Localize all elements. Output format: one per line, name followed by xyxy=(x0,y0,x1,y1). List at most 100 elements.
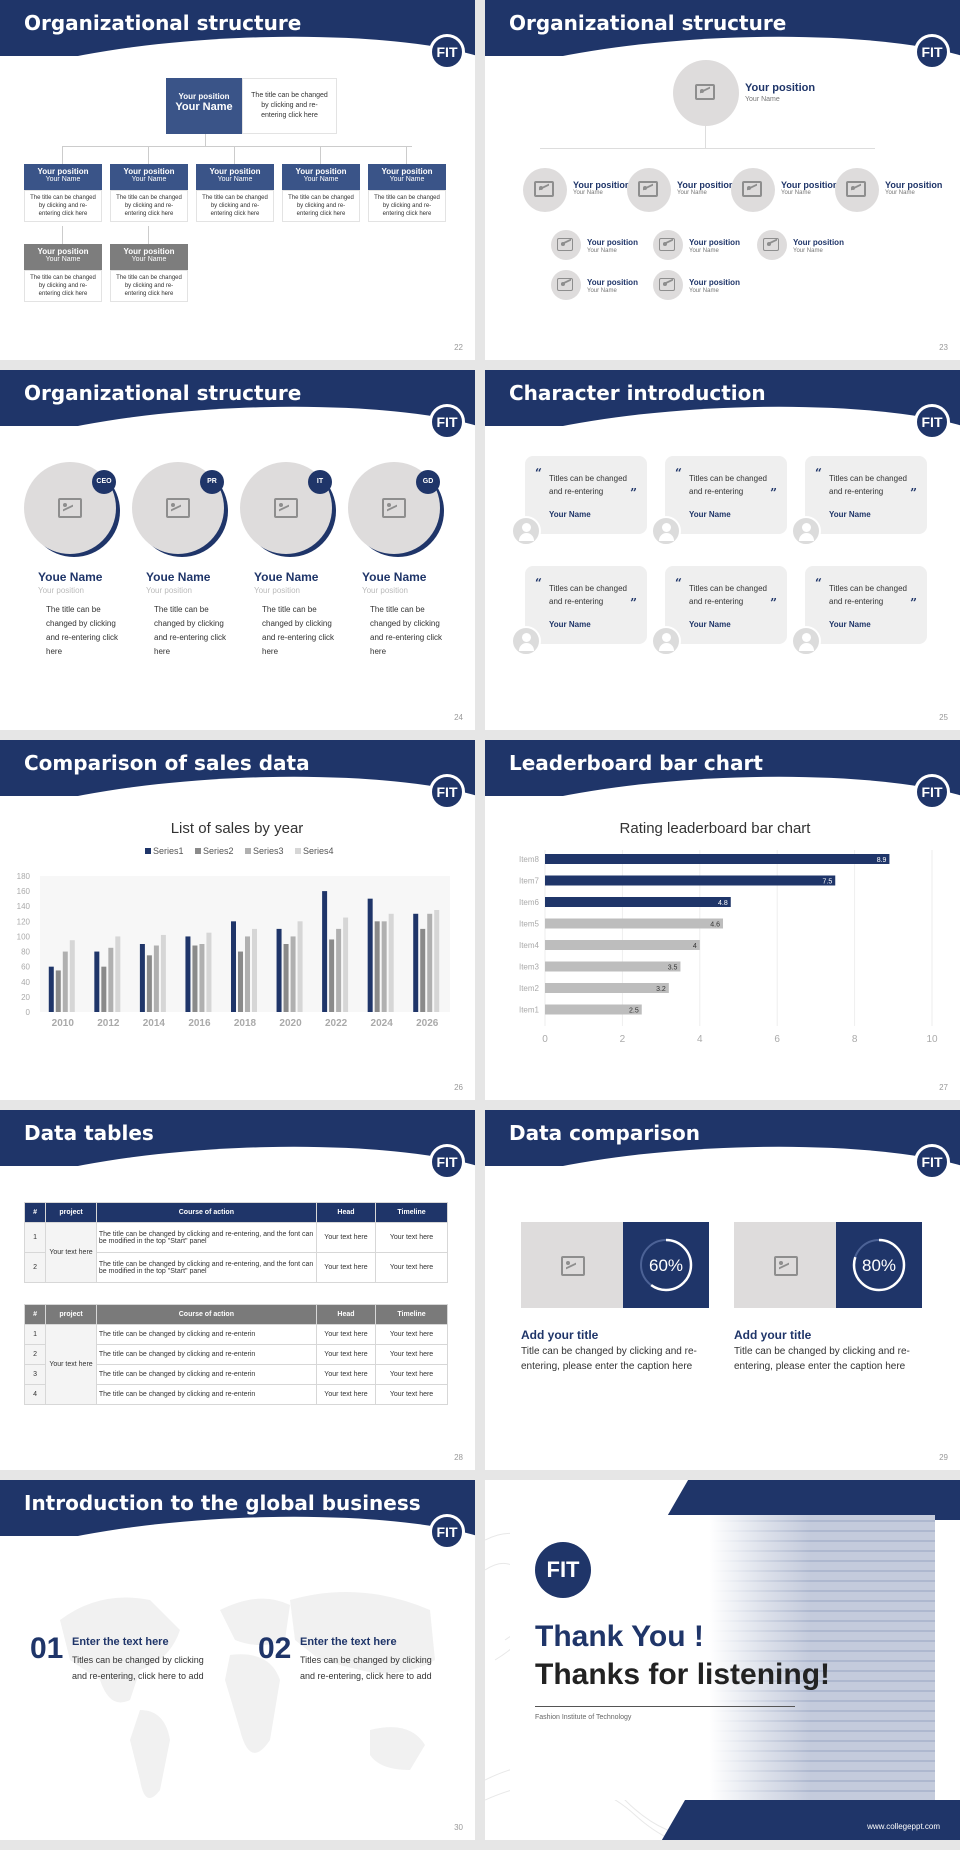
slide-28: Data tables FIT # project Course of action… xyxy=(0,1110,475,1470)
bar xyxy=(101,966,107,1012)
bar xyxy=(153,945,159,1012)
role-badge: CEO xyxy=(92,470,116,494)
character-card[interactable]: “ ” Titles can be changed and re-entering Y… xyxy=(805,566,927,644)
connector-line xyxy=(62,146,63,164)
building-photo xyxy=(710,1515,935,1800)
website-link[interactable]: www.collegeppt.com xyxy=(867,1822,940,1831)
bar xyxy=(545,961,681,972)
character-card[interactable]: “ ” Titles can be changed and re-entering Y… xyxy=(665,456,787,534)
photo-placeholder[interactable] xyxy=(627,168,671,212)
node-position: Your position xyxy=(587,238,638,247)
fit-logo: FIT xyxy=(429,404,465,440)
image-placeholder[interactable] xyxy=(734,1222,836,1308)
quote-close-icon: ” xyxy=(910,596,917,610)
top-name: Your Name xyxy=(175,101,233,113)
project-cell: Your text here xyxy=(45,1324,97,1405)
photo-placeholder-small[interactable] xyxy=(551,270,581,300)
y-tick-label: Item8 xyxy=(519,855,540,864)
node-name: Your Name xyxy=(587,248,617,254)
quote-close-icon: ” xyxy=(630,596,637,610)
bar xyxy=(427,913,433,1012)
profile-name: Youe Name xyxy=(146,570,211,584)
title-bar xyxy=(485,1110,960,1166)
row-number: 2 xyxy=(23,1344,47,1365)
character-card[interactable]: “ ” Titles can be changed and re-entering Y… xyxy=(525,456,647,534)
quote-close-icon: ” xyxy=(630,486,637,500)
progress-ring xyxy=(639,1238,693,1292)
column-header: # xyxy=(23,1202,47,1223)
top-photo-placeholder[interactable] xyxy=(673,60,739,126)
corner-accent-top xyxy=(665,1480,960,1520)
photo-placeholder-small[interactable] xyxy=(653,270,683,300)
title-bar xyxy=(485,370,960,426)
y-tick-label: Item7 xyxy=(519,877,540,886)
x-tick-label: 2026 xyxy=(416,1018,439,1029)
y-tick-label: Item1 xyxy=(519,1006,540,1015)
slide-title: Data comparison xyxy=(509,1121,700,1145)
org-box[interactable]: Your position Your Name xyxy=(196,164,274,190)
fit-logo: FIT xyxy=(429,34,465,70)
card-caption: Title can be changed by clicking and re-… xyxy=(521,1346,697,1372)
quote-open-icon: “ xyxy=(675,466,682,480)
org-box[interactable]: Your position Your Name xyxy=(110,164,188,190)
connector-line xyxy=(234,146,235,164)
image-icon xyxy=(561,1256,585,1276)
org-box[interactable]: Your position Your Name xyxy=(368,164,446,190)
chart-title: Rating leaderboard bar chart xyxy=(620,820,812,837)
bar xyxy=(139,944,145,1012)
y-tick-label: 40 xyxy=(21,978,30,987)
photo-placeholder-small[interactable] xyxy=(653,230,683,260)
legend-label: Series2 xyxy=(203,846,234,856)
org-box[interactable]: Your position Your Name xyxy=(282,164,360,190)
profile-name: Youe Name xyxy=(38,570,103,584)
photo-placeholder[interactable] xyxy=(835,168,879,212)
character-card[interactable]: “ ” Titles can be changed and re-entering Y… xyxy=(805,456,927,534)
box-caption: The title can be changed by clicking and… xyxy=(24,270,102,302)
character-card[interactable]: “ ” Titles can be changed and re-entering Y… xyxy=(525,566,647,644)
x-tick-label: 2018 xyxy=(234,1018,257,1029)
x-tick-label: 10 xyxy=(926,1034,938,1045)
node-position: Your position xyxy=(587,278,638,287)
x-tick-label: 2024 xyxy=(371,1018,394,1029)
slide-23: Organizational structure FIT Your positi… xyxy=(485,0,960,360)
box-caption: The title can be changed by clicking and… xyxy=(368,190,446,222)
slide-title: Organizational structure xyxy=(24,381,302,405)
slide-title: Comparison of sales data xyxy=(24,751,310,775)
org-box[interactable]: Your position Your Name xyxy=(24,244,102,270)
head-cell: Your text here xyxy=(315,1384,377,1405)
character-quote: Titles can be changed and re-entering xyxy=(689,584,767,606)
photo-placeholder-small[interactable] xyxy=(551,230,581,260)
head-cell: Your text here xyxy=(315,1324,377,1345)
org-top-box[interactable]: Your position Your Name xyxy=(166,78,242,134)
photo-placeholder[interactable] xyxy=(731,168,775,212)
bar xyxy=(381,921,387,1012)
box-caption: The title can be changed by clicking and… xyxy=(196,190,274,222)
photo-placeholder-small[interactable] xyxy=(757,230,787,260)
slide-title: Data tables xyxy=(24,1121,154,1145)
avatar-icon xyxy=(791,626,821,656)
quote-open-icon: “ xyxy=(815,576,822,590)
image-placeholder[interactable] xyxy=(521,1222,623,1308)
image-icon xyxy=(695,84,715,100)
connector-line xyxy=(540,148,875,149)
percent-label: 60% xyxy=(648,1256,684,1275)
bar xyxy=(545,918,724,929)
x-tick-label: 2010 xyxy=(52,1018,75,1029)
title-bar xyxy=(485,0,960,56)
title-bar xyxy=(0,1480,475,1536)
connector-line xyxy=(148,146,149,164)
node-name: Your Name xyxy=(587,288,617,294)
slide-27: Leaderboard bar chart FIT Rating leaderb… xyxy=(485,740,960,1100)
bar xyxy=(434,910,440,1012)
bar xyxy=(146,955,152,1012)
character-card[interactable]: “ ” Titles can be changed and re-entering Y… xyxy=(665,566,787,644)
head-cell: Your text here xyxy=(315,1364,377,1385)
org-box[interactable]: Your position Your Name xyxy=(24,164,102,190)
node-position: Your position xyxy=(689,278,740,287)
photo-placeholder[interactable] xyxy=(523,168,567,212)
org-box[interactable]: Your position Your Name xyxy=(110,244,188,270)
quote-close-icon: ” xyxy=(770,596,777,610)
thank-you-heading: Thank You ! xyxy=(535,1620,704,1653)
head-cell: Your text here xyxy=(315,1222,377,1253)
bar xyxy=(69,940,75,1012)
